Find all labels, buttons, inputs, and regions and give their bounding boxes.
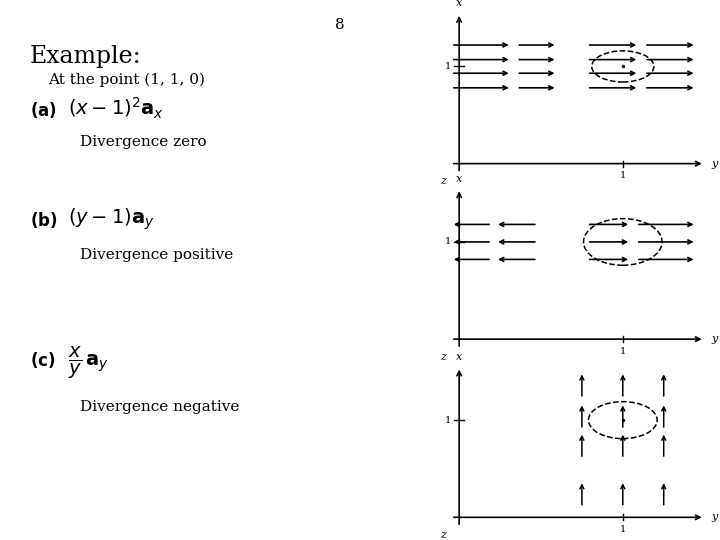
Text: 1: 1 bbox=[620, 347, 626, 356]
Text: z: z bbox=[440, 176, 446, 186]
Text: z: z bbox=[440, 530, 446, 540]
Text: $\dfrac{x}{y}\,\mathbf{a}_y$: $\dfrac{x}{y}\,\mathbf{a}_y$ bbox=[68, 345, 109, 381]
Text: 1: 1 bbox=[445, 62, 451, 71]
Text: y: y bbox=[711, 512, 717, 522]
Text: 8: 8 bbox=[336, 18, 345, 32]
Text: 1: 1 bbox=[620, 525, 626, 534]
Text: $\left(y-1\right)\mathbf{a}_y$: $\left(y-1\right)\mathbf{a}_y$ bbox=[68, 207, 155, 233]
Text: y: y bbox=[711, 334, 717, 344]
Text: y: y bbox=[711, 159, 717, 168]
Text: Divergence negative: Divergence negative bbox=[80, 400, 239, 414]
Text: 1: 1 bbox=[620, 171, 626, 180]
Text: 1: 1 bbox=[445, 238, 451, 246]
Text: Example:: Example: bbox=[30, 45, 142, 68]
Text: Divergence positive: Divergence positive bbox=[80, 248, 233, 262]
Text: $\mathbf{(b)}$: $\mathbf{(b)}$ bbox=[30, 210, 58, 230]
Text: $\mathbf{(a)}$: $\mathbf{(a)}$ bbox=[30, 100, 57, 120]
Text: At the point (1, 1, 0): At the point (1, 1, 0) bbox=[48, 73, 205, 87]
Text: z: z bbox=[440, 352, 446, 362]
Text: x: x bbox=[456, 352, 462, 362]
Text: x: x bbox=[456, 0, 462, 8]
Text: $\left(x-1\right)^2\mathbf{a}_x$: $\left(x-1\right)^2\mathbf{a}_x$ bbox=[68, 96, 164, 121]
Text: 1: 1 bbox=[445, 416, 451, 424]
Text: Divergence zero: Divergence zero bbox=[80, 135, 207, 149]
Text: x: x bbox=[456, 173, 462, 184]
Text: $\mathbf{(c)}$: $\mathbf{(c)}$ bbox=[30, 350, 55, 370]
